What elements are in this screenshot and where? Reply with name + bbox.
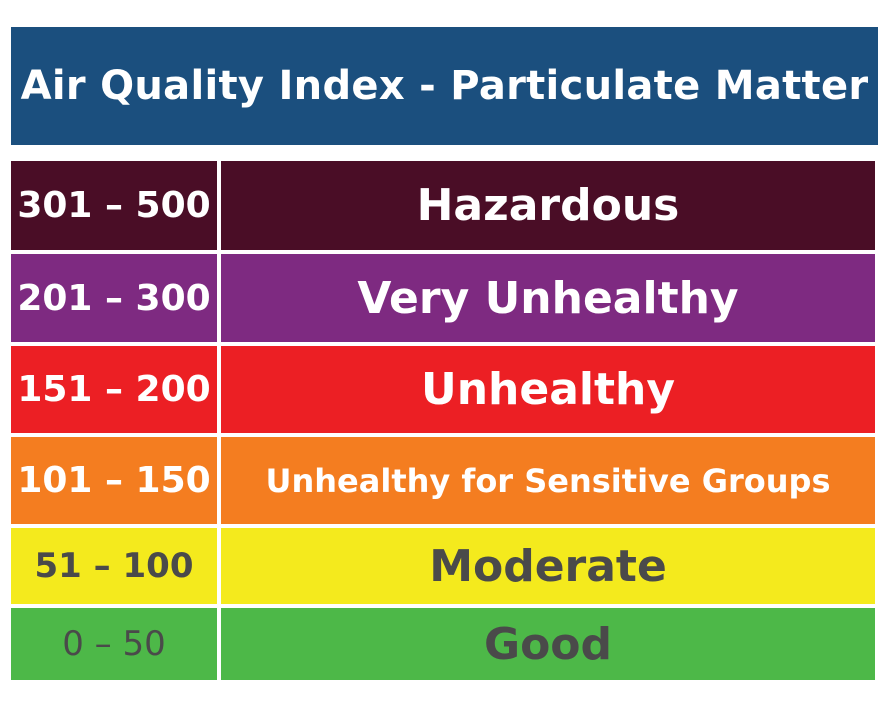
aqi-category-good: Good xyxy=(221,608,875,680)
aqi-category-very-unhealthy: Very Unhealthy xyxy=(221,254,875,342)
aqi-range-unhealthy-sensitive: 101 – 150 xyxy=(11,437,217,524)
aqi-category-unhealthy: Unhealthy xyxy=(221,346,875,433)
aqi-table: 301 – 500 Hazardous 201 – 300 Very Unhea… xyxy=(11,161,875,684)
aqi-category-moderate: Moderate xyxy=(221,528,875,604)
aqi-row-very-unhealthy: 201 – 300 Very Unhealthy xyxy=(11,254,875,342)
title-text: Air Quality Index - Particulate Matter xyxy=(20,63,869,109)
aqi-range-moderate: 51 – 100 xyxy=(11,528,217,604)
aqi-category-unhealthy-sensitive: Unhealthy for Sensitive Groups xyxy=(221,437,875,524)
aqi-row-hazardous: 301 – 500 Hazardous xyxy=(11,161,875,250)
aqi-row-moderate: 51 – 100 Moderate xyxy=(11,528,875,604)
aqi-row-unhealthy-sensitive: 101 – 150 Unhealthy for Sensitive Groups xyxy=(11,437,875,524)
aqi-range-hazardous: 301 – 500 xyxy=(11,161,217,250)
aqi-row-unhealthy: 151 – 200 Unhealthy xyxy=(11,346,875,433)
aqi-category-hazardous: Hazardous xyxy=(221,161,875,250)
aqi-range-unhealthy: 151 – 200 xyxy=(11,346,217,433)
aqi-row-good: 0 – 50 Good xyxy=(11,608,875,680)
aqi-range-good: 0 – 50 xyxy=(11,608,217,680)
aqi-range-very-unhealthy: 201 – 300 xyxy=(11,254,217,342)
page-title: Air Quality Index - Particulate Matter xyxy=(11,27,878,145)
